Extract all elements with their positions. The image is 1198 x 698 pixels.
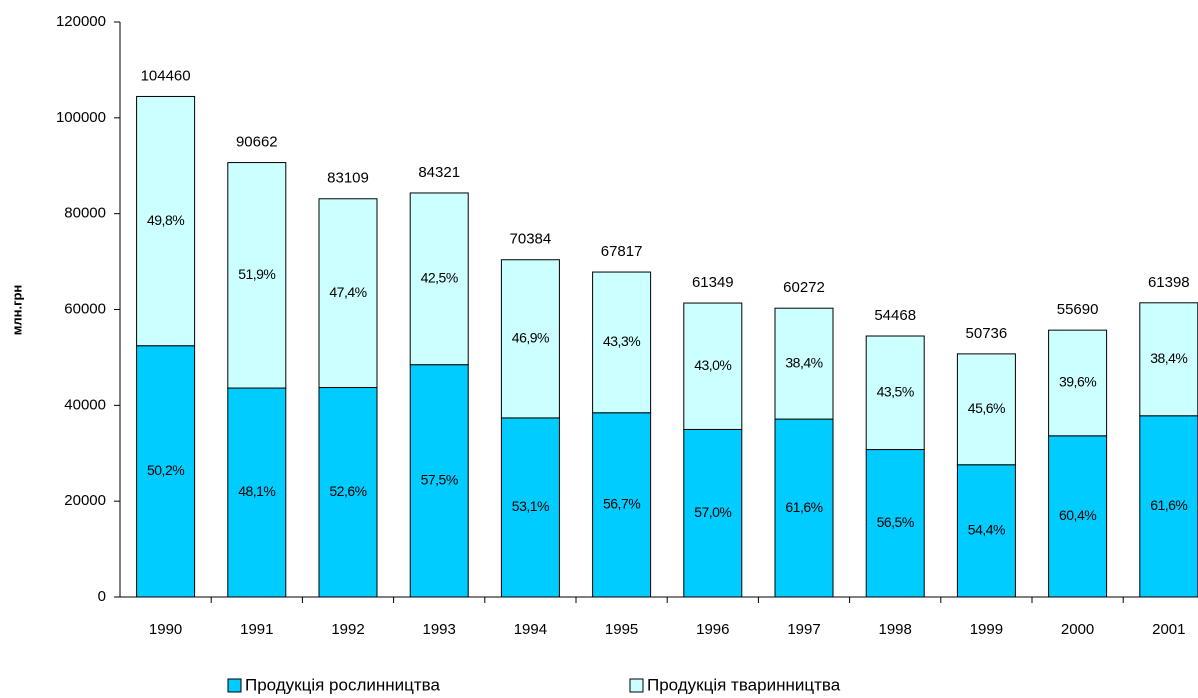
percent-label: 56,5% <box>877 514 914 530</box>
percent-label: 46,9% <box>512 330 549 346</box>
percent-label: 53,1% <box>512 498 549 514</box>
bar-segment <box>318 387 378 598</box>
legend-label: Продукція тваринництва <box>647 675 841 694</box>
x-tick-label: 2001 <box>1152 621 1185 638</box>
y-tick-label: 20000 <box>64 492 106 509</box>
y-tick-label: 60000 <box>64 300 106 317</box>
x-tick-label: 1995 <box>605 621 638 638</box>
percent-label: 60,4% <box>1059 507 1096 523</box>
percent-label: 47,4% <box>329 284 366 300</box>
percent-label: 43,3% <box>603 333 640 349</box>
total-label: 104460 <box>141 67 191 84</box>
bar-segment <box>865 335 925 451</box>
total-label: 55690 <box>1057 301 1099 318</box>
x-tick-label: 1999 <box>970 621 1003 638</box>
bar-segment <box>227 162 287 389</box>
legend-label: Продукція рослинництва <box>245 675 441 694</box>
x-tick-label: 2000 <box>1061 621 1094 638</box>
total-label: 50736 <box>966 325 1008 342</box>
y-tick-label: 40000 <box>64 396 106 413</box>
bar-segment <box>865 449 925 598</box>
percent-label: 43,5% <box>877 383 914 399</box>
bar-segment <box>592 271 652 414</box>
percent-label: 43,0% <box>694 357 731 373</box>
total-label: 83109 <box>327 170 369 187</box>
bar-segment <box>136 95 196 347</box>
percent-label: 54,4% <box>968 522 1005 538</box>
percent-label: 50,2% <box>147 462 184 478</box>
x-tick-label: 1997 <box>787 621 820 638</box>
bar-segment <box>500 259 560 419</box>
bar-segment <box>956 353 1016 466</box>
total-label: 61349 <box>692 274 734 291</box>
bar-segment <box>318 198 378 389</box>
percent-label: 38,4% <box>785 354 822 370</box>
percent-label: 61,6% <box>1150 497 1187 513</box>
x-tick-label: 1998 <box>879 621 912 638</box>
bar-segment <box>956 464 1016 598</box>
y-tick-label: 0 <box>98 588 106 605</box>
percent-label: 56,7% <box>603 496 640 512</box>
percent-label: 48,1% <box>238 483 275 499</box>
total-label: 70384 <box>510 231 552 248</box>
y-tick-label: 80000 <box>64 205 106 222</box>
bar-segment <box>1048 329 1108 437</box>
bar-segment <box>683 302 743 430</box>
bar-segment <box>227 387 287 598</box>
y-tick-label: 120000 <box>56 13 106 30</box>
total-label: 61398 <box>1148 274 1190 291</box>
x-tick-label: 1996 <box>696 621 729 638</box>
bar-segment <box>774 418 834 598</box>
percent-label: 49,8% <box>147 212 184 228</box>
percent-label: 39,6% <box>1059 374 1096 390</box>
x-tick-label: 1991 <box>240 621 273 638</box>
bar-segment <box>683 428 743 598</box>
x-tick-label: 1990 <box>149 621 182 638</box>
percent-label: 57,5% <box>421 472 458 488</box>
percent-label: 52,6% <box>329 483 366 499</box>
x-tick-label: 1994 <box>514 621 547 638</box>
bar-segment <box>774 307 834 420</box>
total-label: 84321 <box>418 164 460 181</box>
y-tick-label: 100000 <box>56 109 106 126</box>
percent-label: 51,9% <box>238 266 275 282</box>
legend-swatch <box>629 678 644 693</box>
percent-label: 38,4% <box>1150 350 1187 366</box>
legend-swatch <box>227 678 242 693</box>
bar-segment <box>409 192 469 366</box>
percent-label: 42,5% <box>421 270 458 286</box>
x-tick-label: 1992 <box>331 621 364 638</box>
percent-label: 57,0% <box>694 504 731 520</box>
bar-segment <box>1048 435 1108 598</box>
total-label: 67817 <box>601 243 643 260</box>
percent-label: 45,6% <box>968 400 1005 416</box>
total-label: 54468 <box>874 307 916 324</box>
percent-label: 61,6% <box>785 499 822 515</box>
y-axis-label: млн.грн <box>9 285 24 336</box>
bar-segment <box>592 412 652 598</box>
total-label: 90662 <box>236 134 278 151</box>
total-label: 60272 <box>783 279 825 296</box>
x-tick-label: 1993 <box>423 621 456 638</box>
bar-segment <box>500 417 560 598</box>
bar-segment <box>409 364 469 598</box>
